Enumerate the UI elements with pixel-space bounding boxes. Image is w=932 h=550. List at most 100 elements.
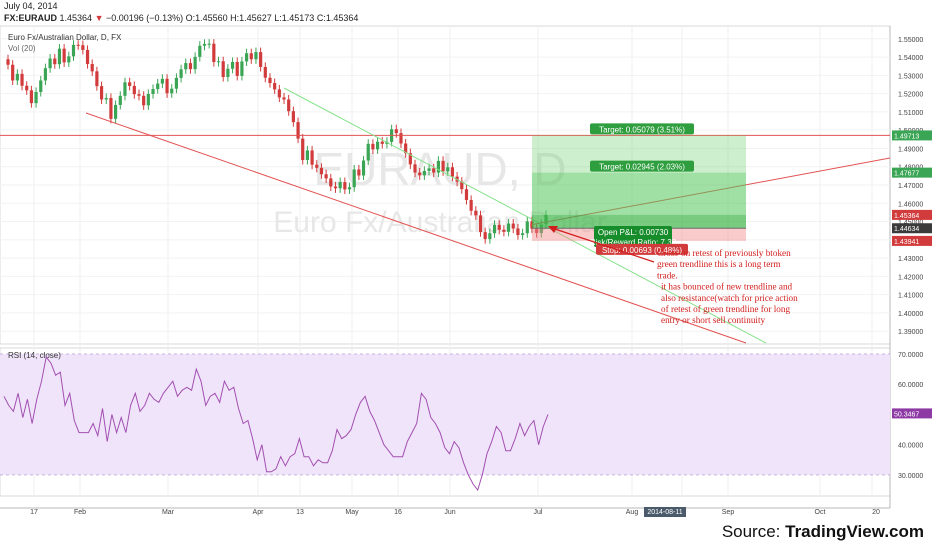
candle-body: [160, 78, 164, 84]
candle-body: [259, 52, 263, 67]
close-value: 1.45364: [325, 13, 359, 23]
price-tag-box: [892, 130, 932, 141]
target-zone-1: [532, 135, 746, 229]
candle-body: [305, 150, 310, 160]
candle-body: [20, 73, 24, 86]
candle-body: [39, 80, 43, 92]
candle-body: [535, 228, 539, 234]
candle-body: [394, 129, 398, 134]
time-tick-label: Aug: [626, 509, 639, 516]
candle-body: [62, 48, 66, 63]
rsi-last-tag-box: [892, 408, 932, 419]
candle-body: [441, 160, 445, 172]
price-tick-label: 1.40000: [898, 311, 923, 318]
candle-body: [114, 104, 118, 119]
candle-body: [11, 64, 15, 81]
candle-body: [179, 69, 183, 78]
candle-body: [263, 66, 267, 78]
candle-body: [446, 167, 450, 172]
candle-body: [53, 58, 57, 65]
note-text-line: also resistance(watch for price action: [661, 293, 798, 303]
candle-body: [212, 43, 216, 63]
candle-body: [338, 182, 342, 189]
candle-body: [99, 86, 104, 100]
candle-body: [352, 169, 356, 188]
candle-body: [123, 82, 127, 96]
candle-body: [544, 214, 548, 225]
open-label: O:: [185, 13, 196, 23]
price-pane-title: Euro Fx/Australian Dollar, D, FX: [8, 33, 122, 42]
candle-body: [404, 143, 408, 154]
low-value: 1.45173: [281, 13, 315, 23]
candle-body: [226, 68, 230, 77]
time-tick-label: 13: [296, 509, 304, 516]
lower-trendline: [85, 112, 747, 344]
header-date: July 04, 2014: [4, 1, 58, 11]
note-arrow: [551, 227, 655, 263]
open-value: 1.45560: [195, 13, 228, 23]
candle-body: [25, 85, 29, 91]
high-label: H:: [230, 13, 240, 23]
time-tick-label: 17: [30, 509, 38, 516]
candle-body: [282, 97, 286, 100]
ohlc-line: FX:EURAUD 1.45364 ▼ −0.00196 (−0.13%) O:…: [4, 13, 358, 23]
candle-body: [357, 169, 361, 176]
candle-body: [399, 133, 403, 144]
target1-label-text: Target: 0.05079 (3.51%): [599, 125, 685, 134]
candle-body: [48, 58, 52, 69]
candle-body: [174, 77, 179, 89]
candle-body: [450, 167, 455, 177]
candle-body: [366, 143, 370, 161]
candle-body: [170, 88, 174, 94]
candle-body: [310, 150, 314, 165]
candle-body: [230, 62, 235, 69]
source-brand[interactable]: TradingView.com: [785, 522, 924, 541]
price-tag-text: 1.49713: [894, 133, 919, 140]
candle-body: [460, 181, 464, 190]
pnl-label-text: Risk/Reward Ratio: 7.33: [590, 238, 677, 247]
candle-body: [57, 48, 62, 65]
candle-body: [216, 61, 221, 63]
candle-body: [76, 44, 80, 46]
candle-body: [296, 122, 300, 139]
candle-body: [287, 99, 291, 112]
candle-body: [483, 232, 487, 240]
candle-body: [408, 153, 412, 165]
candle-body: [249, 53, 253, 60]
candle-body: [193, 56, 197, 70]
candle-body: [469, 199, 473, 211]
candle-body: [165, 78, 169, 94]
note-text-line: Cross-on retest of previously btoken: [657, 248, 791, 258]
price-tick-label: 1.54000: [898, 55, 923, 62]
down-arrow-icon: ▼: [94, 13, 104, 23]
source-credit: Source: TradingView.com: [722, 522, 924, 542]
price-tick-label: 1.52000: [898, 92, 923, 99]
time-tick-label: Jun: [444, 509, 455, 516]
candle-body: [474, 210, 478, 216]
price-tick-label: 1.51000: [898, 110, 923, 117]
candle-body: [506, 223, 511, 232]
watermark-name: Euro Fx/Australian Dollar: [273, 206, 606, 239]
candle-body: [34, 91, 38, 104]
candle-body: [343, 182, 347, 190]
symbol: FX:EURAUD: [4, 13, 57, 23]
candle-body: [488, 233, 492, 240]
candle-body: [240, 61, 244, 76]
candle-body: [268, 77, 272, 84]
price-tick-label: 1.55000: [898, 37, 923, 44]
candle-body: [29, 90, 33, 104]
candle-body: [319, 167, 324, 175]
price-tag-box: [892, 223, 932, 234]
candle-body: [273, 83, 277, 90]
time-tick-label: Mar: [162, 509, 175, 516]
time-tick-label: Sep: [722, 509, 735, 516]
new-trendline: [529, 157, 891, 226]
candle-body: [361, 160, 366, 176]
time-tick-label: 20: [872, 509, 880, 516]
price-tag-text: 1.44634: [894, 226, 919, 233]
price-tag-text: 1.43941: [894, 239, 919, 246]
price-tag-box: [892, 167, 932, 178]
candle-body: [427, 168, 431, 171]
source-prefix: Source:: [721, 522, 786, 541]
